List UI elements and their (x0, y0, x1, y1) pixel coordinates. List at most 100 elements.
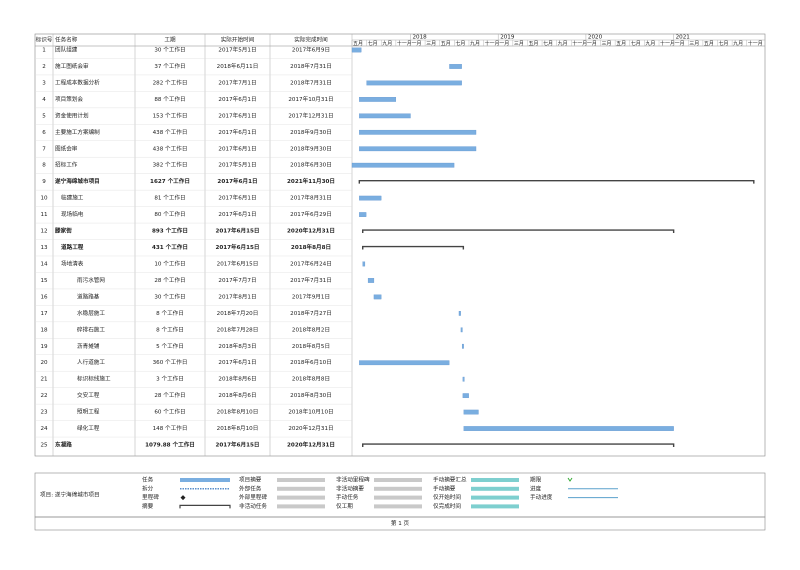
task-cell: 2020年12月31日 (287, 227, 335, 235)
task-id: 16 (40, 294, 48, 300)
task-cell: 2020年12月31日 (287, 441, 335, 449)
task-name: 雨污水管网 (77, 276, 105, 284)
task-bar (362, 261, 366, 267)
task-cell: 81 个工作日 (154, 194, 185, 202)
task-bar (351, 47, 362, 53)
task-cell: 2017年6月1日 (218, 128, 256, 136)
task-name: 绿化工程 (77, 424, 100, 432)
task-cell: 2017年5月1日 (218, 161, 256, 169)
task-id: 14 (40, 261, 48, 267)
month-label: 七月 (455, 40, 465, 47)
task-cell: 153 个工作日 (153, 111, 188, 119)
legend-label: 非活动里程碑 (336, 476, 370, 484)
task-cell: 2018年6月11日 (217, 62, 259, 70)
task-bar (373, 294, 382, 300)
task-cell: 2018年9月30日 (290, 144, 332, 152)
task-cell: 148 个工作日 (153, 424, 188, 432)
legend-swatch (471, 478, 519, 482)
task-cell: 5 个工作日 (156, 342, 184, 350)
task-cell: 2018年6月30日 (290, 161, 332, 169)
month-label: 七月 (631, 40, 641, 47)
month-label: 十一月 (397, 40, 412, 47)
gantt-frame (34, 33, 766, 457)
legend-label: 期限 (530, 476, 542, 484)
task-id: 7 (42, 146, 46, 152)
task-name: 沥青摊铺 (77, 342, 100, 350)
column-header: 工期 (164, 37, 176, 44)
task-cell: 2017年6月15日 (215, 243, 259, 251)
legend-label: 仅完成时间 (433, 502, 461, 510)
legend-swatch (374, 478, 422, 482)
task-id: 17 (40, 311, 48, 317)
month-label: 五月 (616, 41, 626, 47)
task-bar (449, 64, 462, 69)
footer-frame (34, 516, 766, 531)
task-bar (462, 376, 465, 382)
task-cell: 2017年9月1日 (292, 292, 330, 300)
month-label: 一月 (411, 41, 421, 47)
summary-bar (362, 245, 465, 250)
task-cell: 2017年10月31日 (288, 95, 333, 103)
task-id: 25 (40, 443, 48, 449)
task-cell: 2017年7月1日 (218, 78, 256, 86)
month-label: 三月 (426, 41, 436, 47)
summary-bar (358, 179, 755, 184)
task-name: 遂宁海绵城市项目 (55, 177, 100, 185)
task-id: 9 (42, 179, 46, 185)
month-label: 一月 (587, 41, 597, 47)
task-cell: 438 个工作日 (153, 144, 188, 152)
month-label: 三月 (689, 41, 699, 47)
task-name: 人行道施工 (77, 358, 105, 366)
task-cell: 2018年8月10日 (217, 408, 259, 416)
legend-label: 仅工期 (336, 502, 353, 510)
task-name: 施工图纸会审 (55, 62, 89, 70)
task-bar (458, 311, 461, 316)
task-cell: 2020年12月31日 (288, 424, 333, 432)
task-cell: 28 个工作日 (154, 391, 185, 399)
year-label: 2021 (676, 35, 691, 41)
task-id: 21 (40, 377, 48, 383)
task-cell: 2017年6月29日 (290, 210, 332, 218)
task-name: 东凝路 (55, 441, 72, 449)
legend-swatch (277, 486, 325, 491)
task-bar (359, 146, 477, 152)
task-id: 19 (40, 344, 48, 350)
task-bar (359, 97, 397, 102)
task-cell: 2017年6月9日 (292, 46, 330, 54)
task-cell: 2017年6月1日 (218, 111, 256, 119)
task-cell: 2017年8月31日 (290, 194, 332, 202)
task-cell: 80 个工作日 (154, 210, 185, 218)
task-cell: 2017年7月7日 (218, 276, 256, 284)
task-cell: 2018年10月10日 (288, 408, 333, 416)
month-label: 十一月 (572, 40, 587, 47)
task-id: 11 (40, 212, 48, 218)
task-bar (461, 343, 464, 349)
task-cell: 1079.88 个工作日 (145, 441, 195, 449)
task-bar (359, 212, 367, 217)
legend-label: 进度 (530, 484, 542, 492)
task-cell: 382 个工作日 (153, 161, 188, 169)
task-cell: 2021年11月30日 (287, 177, 335, 185)
task-id: 2 (42, 64, 46, 70)
column-header: 实际完成时间 (294, 36, 328, 44)
task-bar (367, 278, 375, 283)
task-id: 3 (42, 80, 46, 86)
month-label: 一月 (499, 41, 509, 47)
task-cell: 2018年7月28日 (217, 325, 259, 333)
legend-project: 项目: 遂宁海绵城市项目 (40, 491, 100, 499)
legend-swatch (471, 495, 519, 500)
summary-bar (362, 229, 675, 234)
legend-label: 任务 (142, 476, 154, 484)
task-id: 22 (40, 393, 47, 399)
task-cell: 2017年6月1日 (218, 358, 256, 366)
legend-swatch (277, 504, 325, 509)
task-id: 5 (42, 113, 46, 119)
task-cell: 2017年8月1日 (218, 292, 256, 300)
task-cell: 2018年8月8日 (291, 243, 331, 251)
task-bar (359, 195, 382, 201)
legend-swatch (374, 495, 422, 500)
page-number: 第 1 页 (391, 519, 410, 527)
task-cell: 10 个工作日 (154, 259, 185, 267)
task-id: 23 (40, 410, 48, 416)
